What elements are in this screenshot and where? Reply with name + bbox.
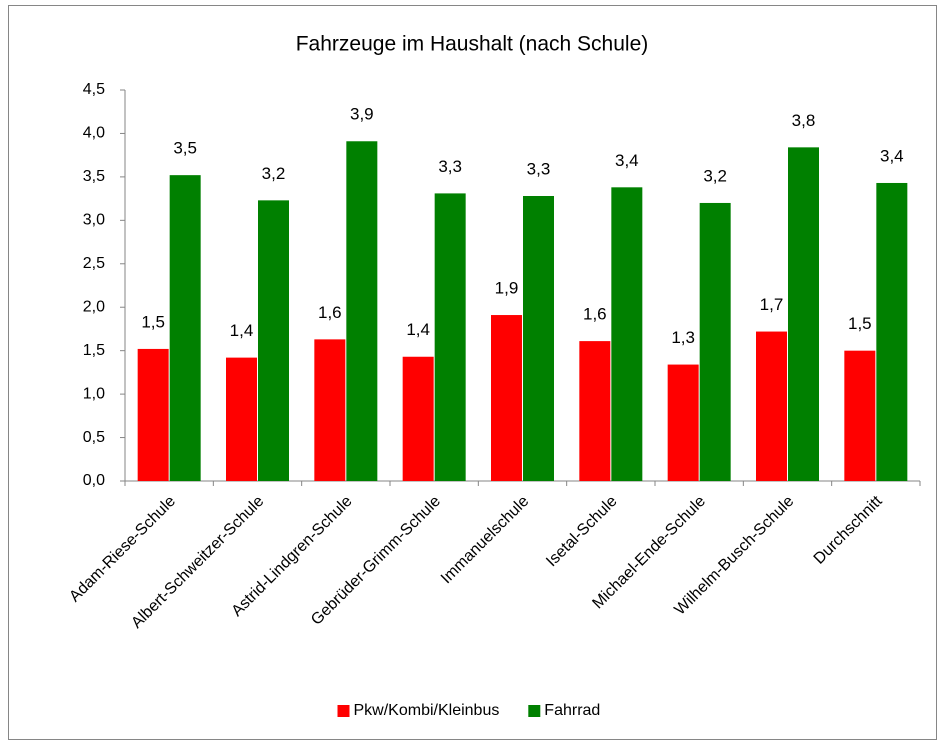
bar <box>788 147 819 481</box>
y-tick-label: 4,5 <box>83 81 105 98</box>
y-tick-label: 2,5 <box>83 255 105 272</box>
bar <box>402 356 434 481</box>
bar <box>434 193 466 482</box>
legend-label: Fahrrad <box>544 702 600 719</box>
data-label: 1,5 <box>141 312 165 331</box>
bar <box>226 357 257 481</box>
data-label: 1,9 <box>495 279 519 298</box>
bar <box>523 196 554 481</box>
data-label: 3,4 <box>880 146 904 165</box>
y-tick-label: 3,0 <box>83 212 105 229</box>
data-label: 1,4 <box>406 320 430 339</box>
legend-swatch <box>337 705 350 717</box>
y-tick-label: 1,5 <box>83 342 105 359</box>
bar <box>346 141 378 481</box>
data-label: 3,2 <box>262 164 286 183</box>
y-tick-label: 1,0 <box>83 385 105 402</box>
bar <box>491 315 522 481</box>
bar <box>699 202 731 481</box>
bar <box>667 364 699 481</box>
data-label: 3,2 <box>703 166 727 185</box>
bar <box>314 339 346 481</box>
legend-label: Pkw/Kombi/Kleinbus <box>354 702 500 719</box>
data-label: 3,3 <box>438 157 462 176</box>
bar <box>169 175 201 481</box>
data-label: 3,9 <box>350 105 374 124</box>
y-tick-label: 2,0 <box>83 298 105 315</box>
bar <box>844 350 876 481</box>
data-label: 3,5 <box>173 139 197 158</box>
bar <box>258 200 289 482</box>
data-label: 1,3 <box>671 328 695 347</box>
data-label: 1,7 <box>760 295 784 314</box>
y-tick-label: 3,5 <box>83 168 105 185</box>
data-label: 3,8 <box>792 111 816 130</box>
y-tick-label: 0,5 <box>83 429 105 446</box>
data-label: 3,4 <box>615 151 639 170</box>
bar <box>579 341 611 481</box>
legend-swatch <box>528 705 541 717</box>
data-label: 1,4 <box>230 321 254 340</box>
bar <box>756 331 787 481</box>
data-label: 1,5 <box>848 314 872 333</box>
bar <box>876 182 908 481</box>
y-tick-label: 0,0 <box>83 472 105 489</box>
bar <box>137 348 169 481</box>
bar <box>611 187 643 481</box>
data-label: 3,3 <box>527 159 551 178</box>
data-label: 1,6 <box>318 303 342 322</box>
data-label: 1,6 <box>583 305 607 324</box>
y-tick-label: 4,0 <box>83 125 105 142</box>
chart-title: Fahrzeuge im Haushalt (nach Schule) <box>296 33 649 56</box>
